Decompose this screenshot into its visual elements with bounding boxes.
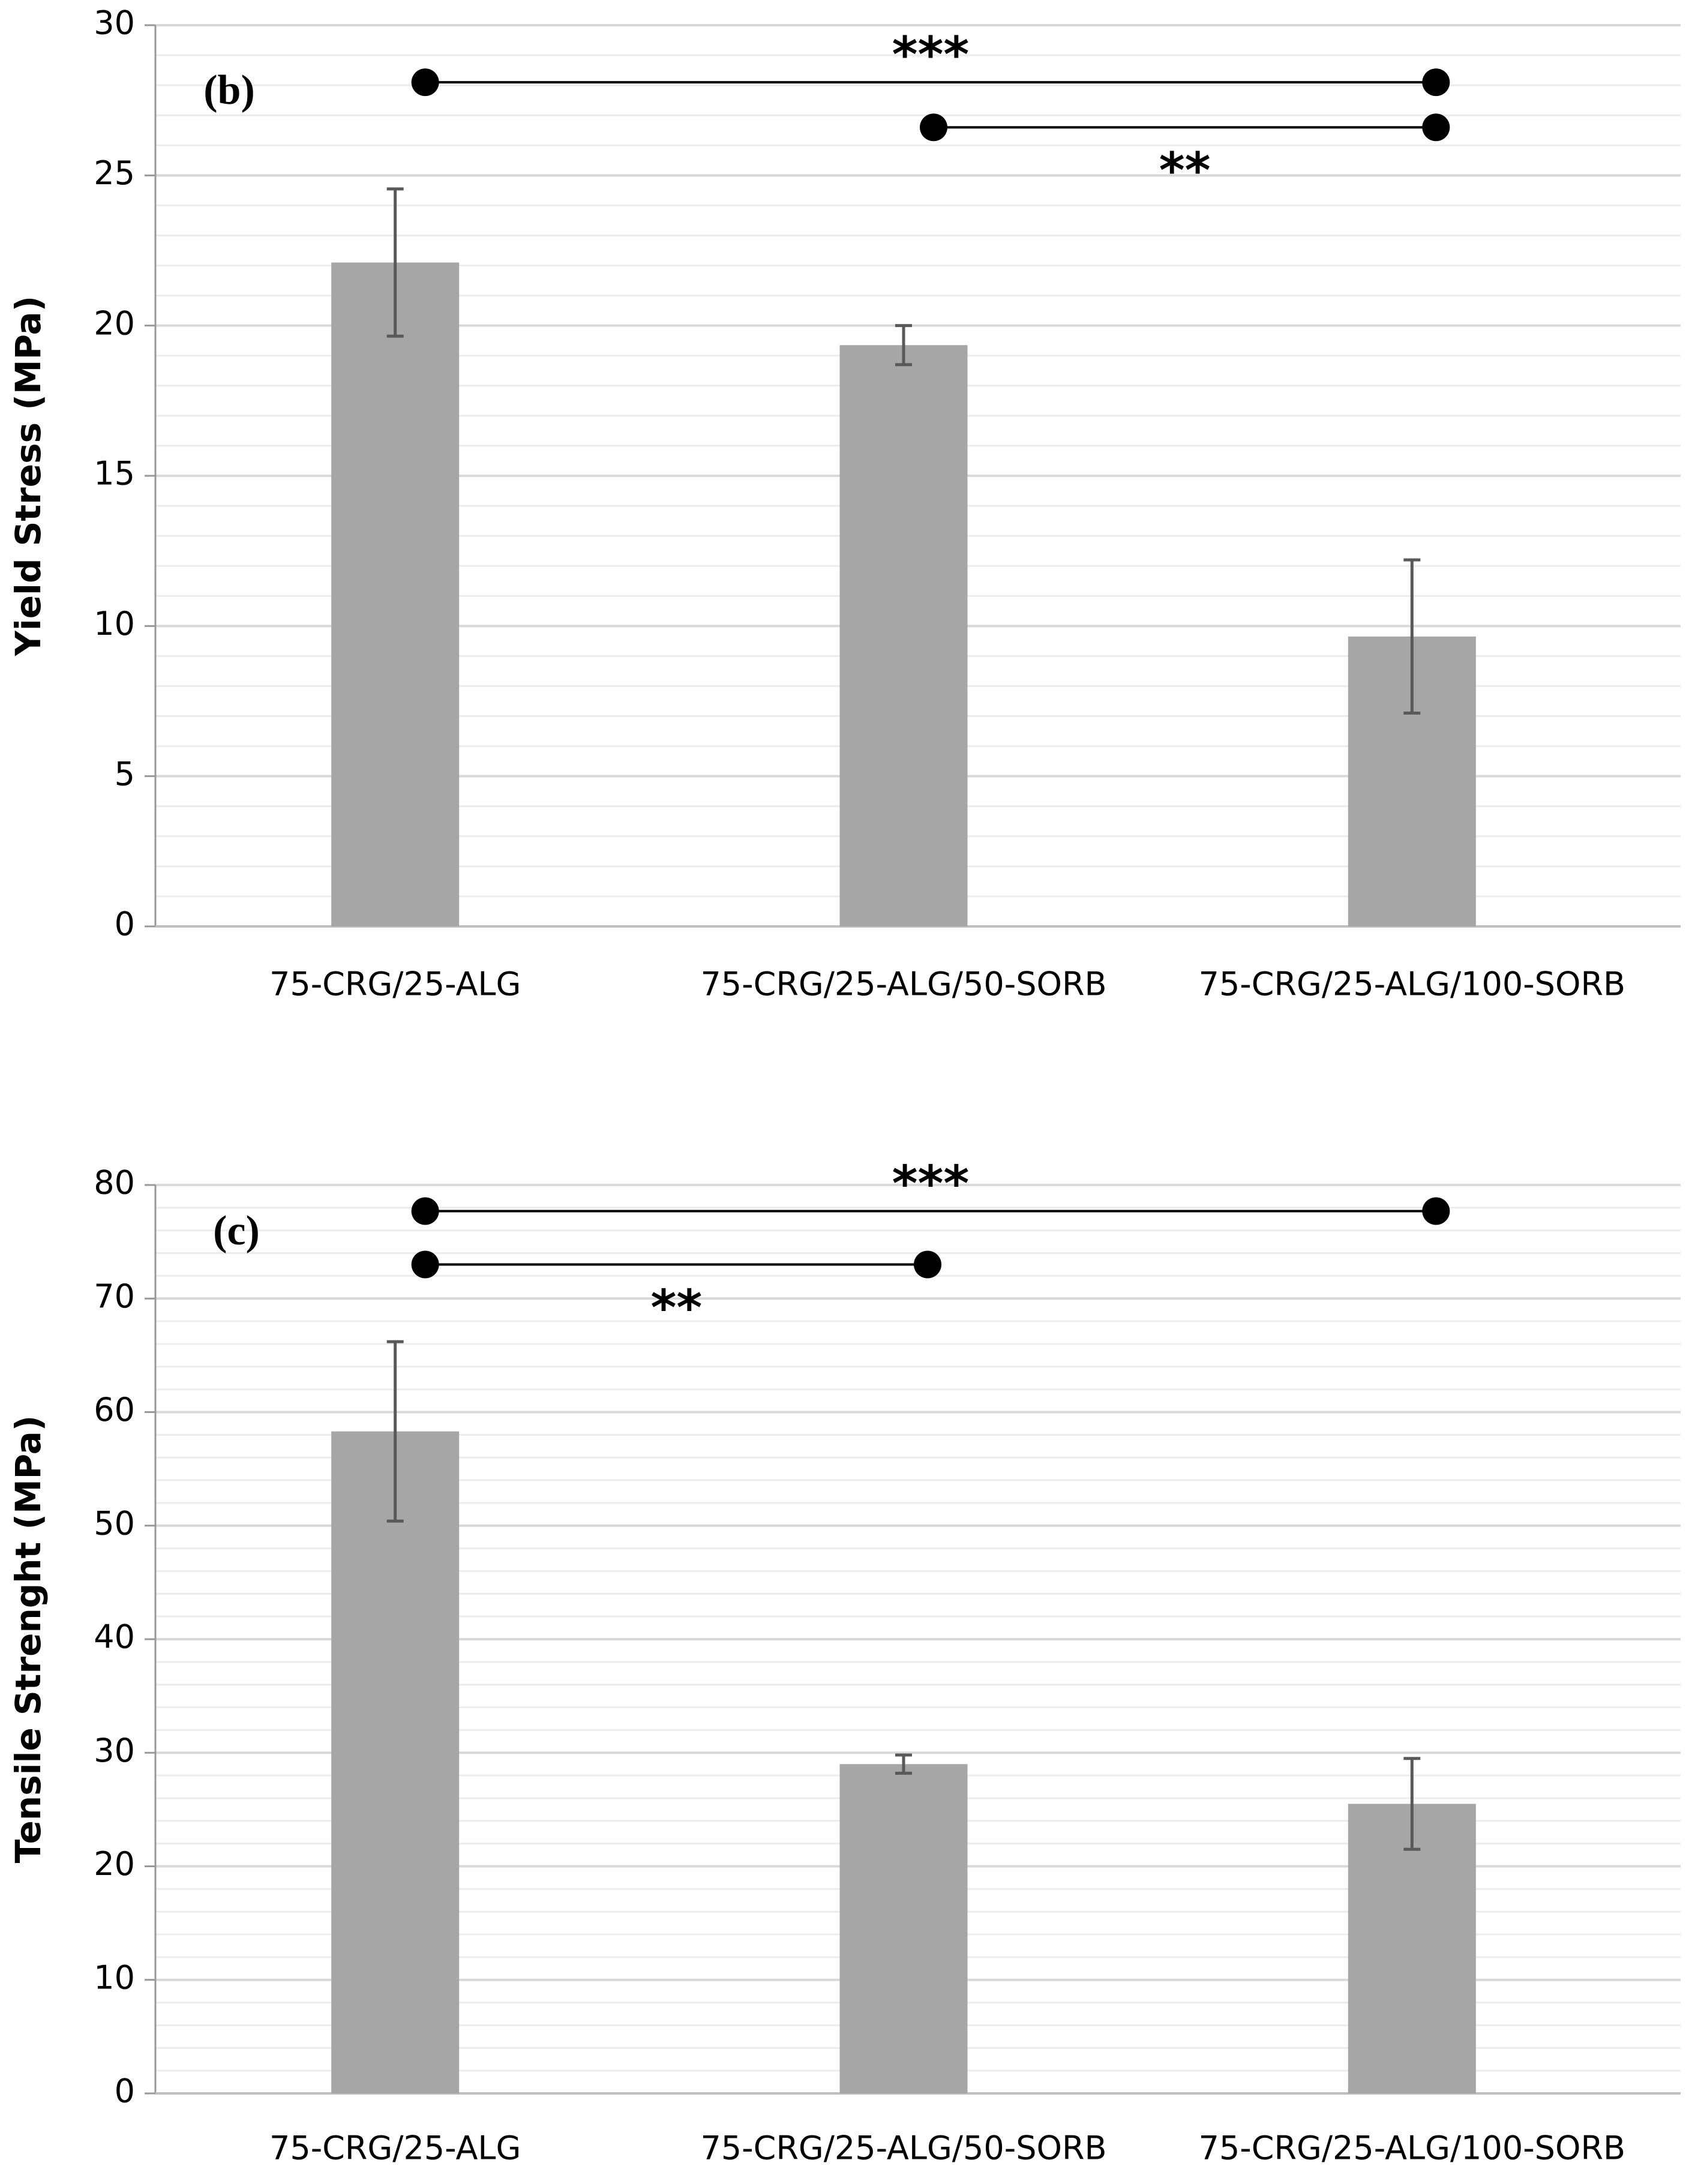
significance-label: *** <box>892 1156 970 1213</box>
x-tick-label: 75-CRG/25-ALG/100-SORB <box>1199 2129 1625 2167</box>
bar <box>331 1431 460 2093</box>
y-tick-label: 40 <box>94 1618 135 1656</box>
x-tick-label: 75-CRG/25-ALG/50-SORB <box>700 965 1106 1003</box>
x-tick-label: 75-CRG/25-ALG <box>269 2129 521 2167</box>
significance-dot <box>411 1197 439 1225</box>
bar <box>331 262 460 927</box>
significance-dot <box>1422 113 1450 142</box>
y-tick-label: 25 <box>94 154 135 192</box>
y-tick-label: 80 <box>94 1164 135 1202</box>
y-tick-label: 10 <box>94 1958 135 1996</box>
bar <box>839 1764 968 2093</box>
bar <box>839 345 968 926</box>
y-axis-title: Tensile Strenght (MPa) <box>8 1415 49 1864</box>
y-tick-label: 70 <box>94 1277 135 1315</box>
significance-dot <box>1422 1197 1450 1225</box>
y-tick-label: 30 <box>94 4 135 42</box>
panel-label: (c) <box>213 1208 260 1254</box>
significance-dot <box>920 113 947 142</box>
y-tick-label: 0 <box>115 905 135 943</box>
y-tick-label: 30 <box>94 1732 135 1769</box>
y-tick-label: 15 <box>94 455 135 493</box>
y-tick-label: 50 <box>94 1504 135 1542</box>
y-tick-label: 20 <box>94 304 135 342</box>
y-tick-label: 20 <box>94 1845 135 1883</box>
significance-dot <box>411 1250 439 1279</box>
significance-dot <box>914 1250 941 1279</box>
y-tick-label: 0 <box>115 2072 135 2110</box>
bar <box>1348 1804 1476 2093</box>
significance-dot <box>1422 68 1450 97</box>
significance-label: *** <box>892 27 970 84</box>
y-axis-title: Yield Stress (MPa) <box>8 296 49 656</box>
significance-dot <box>411 68 439 97</box>
x-tick-label: 75-CRG/25-ALG <box>269 965 521 1003</box>
x-tick-label: 75-CRG/25-ALG/50-SORB <box>700 2129 1106 2167</box>
y-tick-label: 10 <box>94 605 135 643</box>
significance-label: ** <box>650 1280 702 1337</box>
significance-label: ** <box>1159 143 1211 200</box>
y-tick-label: 5 <box>115 755 135 793</box>
panel-label: (b) <box>203 67 255 113</box>
x-tick-label: 75-CRG/25-ALG/100-SORB <box>1199 965 1625 1003</box>
y-tick-label: 60 <box>94 1391 135 1429</box>
